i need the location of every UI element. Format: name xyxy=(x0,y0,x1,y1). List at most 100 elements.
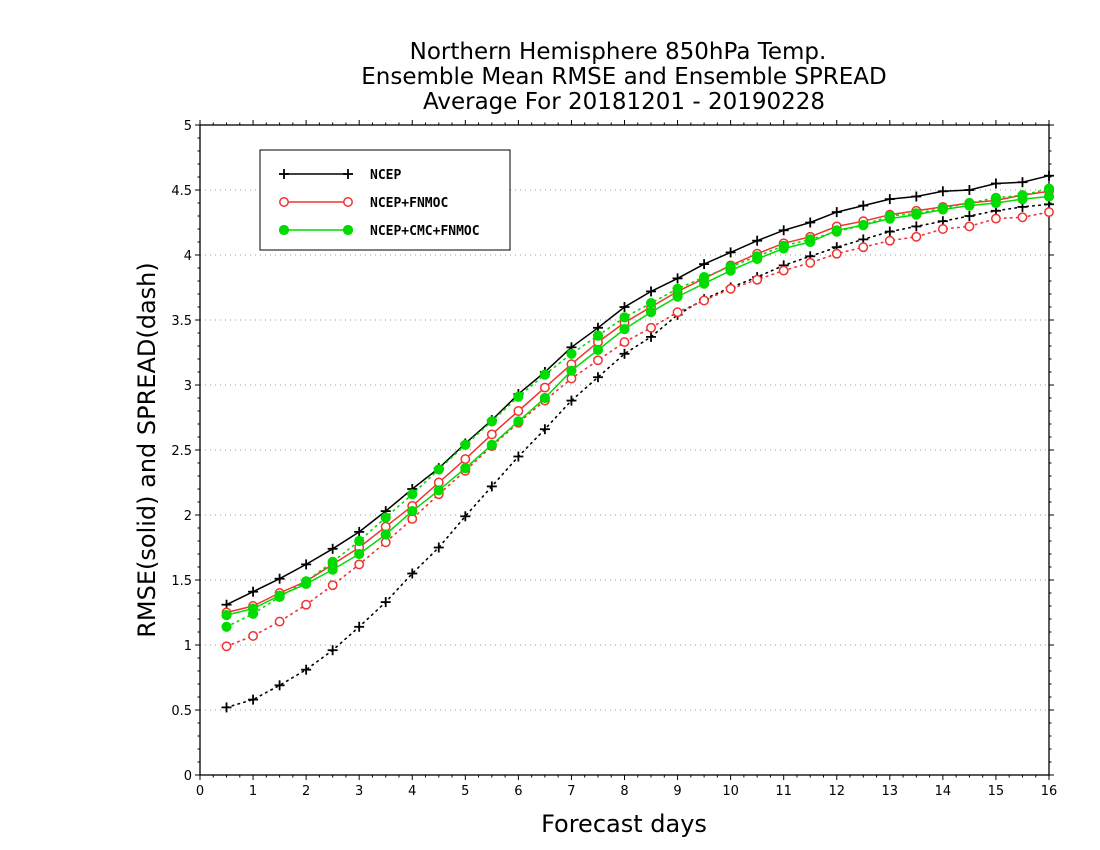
rmse-point xyxy=(672,273,683,284)
rmse-point xyxy=(566,365,577,376)
spread-point xyxy=(646,331,657,342)
rmse-point xyxy=(327,564,338,575)
spread-point xyxy=(354,559,365,570)
rmse-point xyxy=(964,185,975,195)
x-tick-label: 9 xyxy=(673,784,681,799)
spread-line xyxy=(225,203,1050,709)
rmse-point xyxy=(937,186,948,197)
rmse-point xyxy=(911,209,922,220)
legend-label: NCEP xyxy=(370,168,401,183)
spread-point xyxy=(460,439,471,450)
spread-point xyxy=(301,599,312,610)
y-tick-label: 4 xyxy=(184,249,192,264)
rmse-point xyxy=(752,253,763,264)
rmse-point xyxy=(301,578,312,590)
y-tick-label: 3.5 xyxy=(171,314,192,329)
legend-marker xyxy=(279,197,289,207)
rmse-point xyxy=(221,610,232,621)
x-tick-label: 8 xyxy=(620,784,628,799)
y-tick-label: 0 xyxy=(184,769,192,784)
spread-point xyxy=(486,416,497,427)
spread-point xyxy=(354,535,365,547)
legend-marker xyxy=(342,224,354,236)
spread-point xyxy=(592,372,603,383)
chart-title: Northern Hemisphere 850hPa Temp. Ensembl… xyxy=(361,39,886,115)
spread-point xyxy=(1017,212,1028,223)
title-line-3: Average For 20181201 - 20190228 xyxy=(423,89,825,115)
x-tick-label: 4 xyxy=(408,784,416,799)
rmse-point xyxy=(752,235,763,246)
x-tick-label: 0 xyxy=(196,784,204,799)
legend-entry: NCEP xyxy=(279,168,401,183)
rmse-point xyxy=(990,178,1001,189)
legend: NCEP NCEP+FNMOC NCEP+CMC+FNMOC xyxy=(259,149,511,251)
title-line-2: Ensemble Mean RMSE and Ensemble SPREAD xyxy=(361,64,886,90)
spread-point xyxy=(513,391,524,402)
rmse-point xyxy=(725,265,736,276)
spread-point xyxy=(354,621,365,632)
rmse-line xyxy=(226,190,1050,614)
x-tick-label: 13 xyxy=(882,784,899,799)
rmse-point xyxy=(301,559,312,570)
spread-point xyxy=(619,312,630,323)
spread-line xyxy=(225,211,1050,648)
spread-point xyxy=(221,641,232,652)
rmse-point xyxy=(1017,194,1028,205)
spread-point xyxy=(646,322,656,333)
rmse-point xyxy=(778,225,789,236)
rmse-point xyxy=(1043,191,1055,202)
rmse-point xyxy=(592,344,604,355)
spread-point xyxy=(805,257,816,268)
spread-point xyxy=(539,424,550,435)
spread-point xyxy=(858,242,869,253)
spread-point xyxy=(301,664,312,675)
spread-point xyxy=(486,481,497,492)
spread-point xyxy=(433,464,444,475)
rmse-point xyxy=(937,204,948,215)
x-tick-label: 11 xyxy=(775,784,792,799)
spread-point xyxy=(566,348,577,359)
spread-point xyxy=(911,221,922,232)
legend-label: NCEP+CMC+FNMOC xyxy=(370,224,480,239)
rmse-point xyxy=(460,454,471,465)
spread-line xyxy=(225,187,1050,628)
spread-point xyxy=(433,542,444,553)
spread-point xyxy=(778,265,789,276)
spread-point xyxy=(911,231,922,242)
y-axis-label: RMSE(solid) and SPREAD(dash) xyxy=(133,262,161,638)
rmse-point xyxy=(1044,170,1054,181)
spread-point xyxy=(380,512,391,523)
series-ncep-cmc-fnmoc xyxy=(221,183,1055,632)
rmse-point xyxy=(805,217,816,228)
rmse-point xyxy=(539,392,551,404)
spread-point xyxy=(964,221,975,232)
y-tick-label: 5 xyxy=(184,119,192,134)
spread-point xyxy=(274,616,285,627)
x-tick-label: 1 xyxy=(249,784,257,799)
rmse-point xyxy=(672,291,683,302)
rmse-point xyxy=(274,590,285,601)
spread-point xyxy=(248,694,259,705)
spread-point xyxy=(752,274,763,285)
rmse-point xyxy=(539,382,550,393)
x-tick-label: 3 xyxy=(355,784,363,799)
spread-point xyxy=(699,295,710,306)
x-tick-label: 2 xyxy=(302,784,310,799)
series-ncep-fnmoc xyxy=(221,186,1054,652)
y-tick-label: 1.5 xyxy=(171,574,192,589)
spread-point xyxy=(513,451,524,462)
rmse-point xyxy=(778,243,789,254)
rmse-point xyxy=(646,286,657,297)
rmse-point xyxy=(699,259,710,270)
rmse-point xyxy=(380,529,391,540)
x-tick-label: 16 xyxy=(1041,784,1058,799)
spread-point xyxy=(645,298,657,309)
rmse-point xyxy=(486,429,497,440)
x-tick-label: 14 xyxy=(935,784,952,799)
legend-marker xyxy=(343,197,353,207)
spread-point xyxy=(990,213,1001,224)
x-tick-label: 12 xyxy=(828,784,845,799)
spread-point xyxy=(672,307,683,318)
rmse-point xyxy=(884,194,895,205)
rmse-point xyxy=(433,485,444,496)
